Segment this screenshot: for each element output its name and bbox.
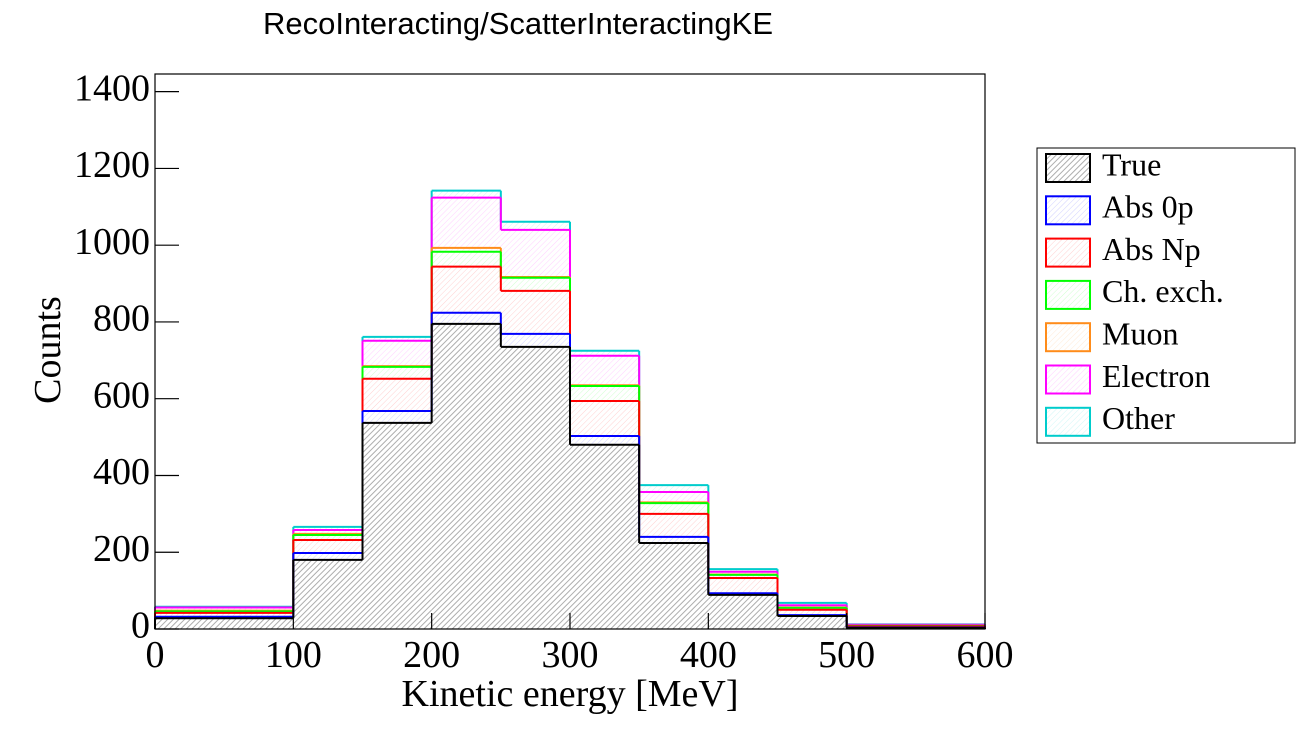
y-tick-label: 800: [93, 298, 150, 340]
histogram-segment: [500, 333, 570, 347]
histogram-segment: [293, 553, 363, 560]
histogram-segment: [362, 422, 432, 629]
legend-label: Other: [1102, 400, 1175, 436]
histogram-segment: [708, 577, 778, 594]
histogram-segment: [362, 336, 432, 341]
histogram-segment: [155, 612, 294, 617]
histogram-segment: [500, 290, 570, 334]
histogram-segment: [293, 534, 363, 540]
histogram-segment: [431, 251, 501, 267]
x-tick-label: 400: [680, 634, 737, 676]
x-tick-label: 200: [403, 634, 460, 676]
x-tick-label: 600: [957, 634, 1014, 676]
x-axis-label: Kinetic energy [MeV]: [402, 673, 739, 715]
histogram-segment: [431, 190, 501, 198]
histogram-segment: [155, 618, 294, 629]
histogram-segment: [777, 602, 847, 606]
x-tick-label: 100: [265, 634, 322, 676]
legend-label: Muon: [1102, 316, 1178, 352]
y-tick-label: 400: [93, 451, 150, 493]
histogram-segment: [708, 569, 778, 572]
histogram-segment: [639, 485, 709, 492]
histogram-segment: [155, 607, 294, 611]
y-axis-label: Counts: [27, 296, 69, 404]
histogram-segment: [777, 615, 847, 629]
histogram-segment: [639, 513, 709, 537]
histogram-segment: [293, 559, 363, 629]
histogram-segment: [570, 401, 640, 436]
histogram-segment: [639, 503, 709, 514]
histogram-segment: [570, 350, 640, 356]
legend-entries: True Abs 0p Abs Np Ch. exch. Muon Electron Oth…: [1045, 146, 1224, 437]
legend-label: Abs 0p: [1102, 189, 1194, 225]
histogram-segment: [708, 571, 778, 575]
plot-area: [154, 189, 986, 629]
legend-swatch: [1045, 279, 1091, 310]
y-tick-label: 600: [93, 374, 150, 416]
legend-swatch: [1045, 364, 1091, 395]
histogram-segment: [293, 529, 363, 534]
histogram-segment: [777, 609, 847, 616]
histogram-segment: [639, 536, 709, 544]
histogram-segment: [362, 366, 432, 379]
histogram-segment: [570, 435, 640, 445]
histogram-segment: [708, 594, 778, 629]
y-tick-label: 1400: [74, 67, 150, 109]
legend-label: Ch. exch.: [1102, 273, 1224, 309]
x-tick-label: 300: [542, 634, 599, 676]
histogram-segment: [500, 346, 570, 629]
histogram-segment: [500, 221, 570, 230]
legend-swatch: [1045, 195, 1091, 226]
y-tick-label: 1200: [74, 144, 150, 186]
histogram-segment: [293, 526, 363, 530]
histogram-segment: [570, 355, 640, 386]
histogram-segment: [570, 386, 640, 402]
legend-swatch: [1045, 322, 1091, 353]
histogram-segment: [431, 312, 501, 324]
histogram-segment: [639, 543, 709, 629]
histogram-segment: [431, 323, 501, 629]
histogram-segment: [777, 605, 847, 608]
legend-label: True: [1102, 146, 1161, 182]
histogram-segment: [431, 266, 501, 313]
legend-label: Abs Np: [1102, 231, 1201, 267]
histogram-segment: [431, 247, 501, 252]
chart-title: RecoInteracting/ScatterInteractingKE: [263, 6, 773, 41]
histogram-segment: [362, 340, 432, 367]
histogram-segment: [500, 229, 570, 278]
y-tick-label: 0: [131, 605, 150, 647]
legend-swatch: [1045, 406, 1091, 437]
histogram-segment: [362, 410, 432, 423]
histogram-segment: [293, 539, 363, 554]
histogram-segment: [362, 378, 432, 411]
histogram-segment: [639, 491, 709, 503]
histogram-segment: [570, 444, 640, 629]
histogram-segment: [708, 574, 778, 578]
legend-swatch: [1045, 237, 1091, 268]
y-tick-label: 200: [93, 528, 150, 570]
histogram-segment: [431, 197, 501, 248]
x-tick-label: 0: [146, 634, 165, 676]
histogram-segment: [500, 277, 570, 291]
legend-swatch: [1045, 153, 1091, 183]
x-tick-label: 500: [818, 634, 875, 676]
legend-label: Electron: [1102, 358, 1210, 394]
y-tick-label: 1000: [74, 221, 150, 263]
